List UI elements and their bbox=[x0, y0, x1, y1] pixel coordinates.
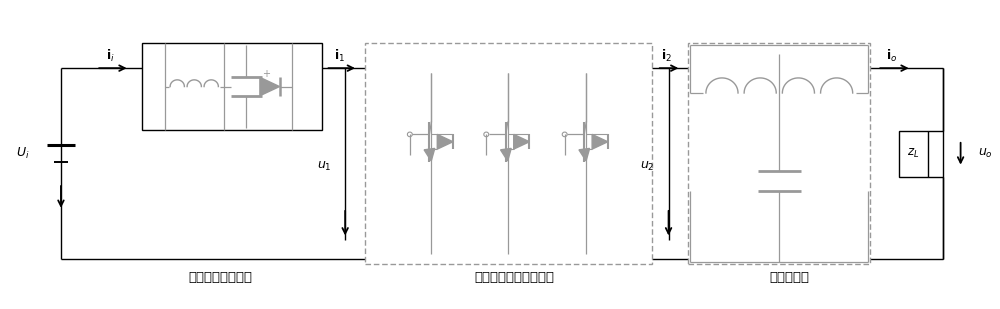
Bar bbox=[142, 43, 322, 130]
Polygon shape bbox=[501, 148, 511, 161]
Text: $\mathbf{i}_1$: $\mathbf{i}_1$ bbox=[334, 48, 345, 64]
Polygon shape bbox=[514, 134, 529, 149]
Text: $u_o$: $u_o$ bbox=[978, 147, 993, 160]
Text: +: + bbox=[262, 69, 270, 79]
Text: $u_2$: $u_2$ bbox=[640, 160, 655, 173]
Text: $U_i$: $U_i$ bbox=[16, 146, 30, 161]
Polygon shape bbox=[592, 134, 608, 149]
Text: 单相高频组合调制开关: 单相高频组合调制开关 bbox=[475, 271, 555, 284]
Bar bbox=[899, 131, 928, 177]
Text: $z_L$: $z_L$ bbox=[907, 147, 920, 160]
Text: 单相滤波器: 单相滤波器 bbox=[769, 271, 809, 284]
Polygon shape bbox=[579, 148, 590, 161]
Text: $\mathbf{i}_2$: $\mathbf{i}_2$ bbox=[661, 48, 672, 64]
Text: $\mathbf{i}_o$: $\mathbf{i}_o$ bbox=[886, 48, 898, 64]
Polygon shape bbox=[437, 134, 453, 149]
Polygon shape bbox=[424, 148, 435, 161]
Polygon shape bbox=[260, 77, 280, 96]
Text: $u_1$: $u_1$ bbox=[317, 160, 331, 173]
Text: 大升压比阻抗网络: 大升压比阻抗网络 bbox=[189, 271, 253, 284]
Text: $\mathbf{i}_i$: $\mathbf{i}_i$ bbox=[106, 48, 114, 64]
Bar bbox=[688, 43, 870, 264]
Bar bbox=[365, 43, 652, 264]
